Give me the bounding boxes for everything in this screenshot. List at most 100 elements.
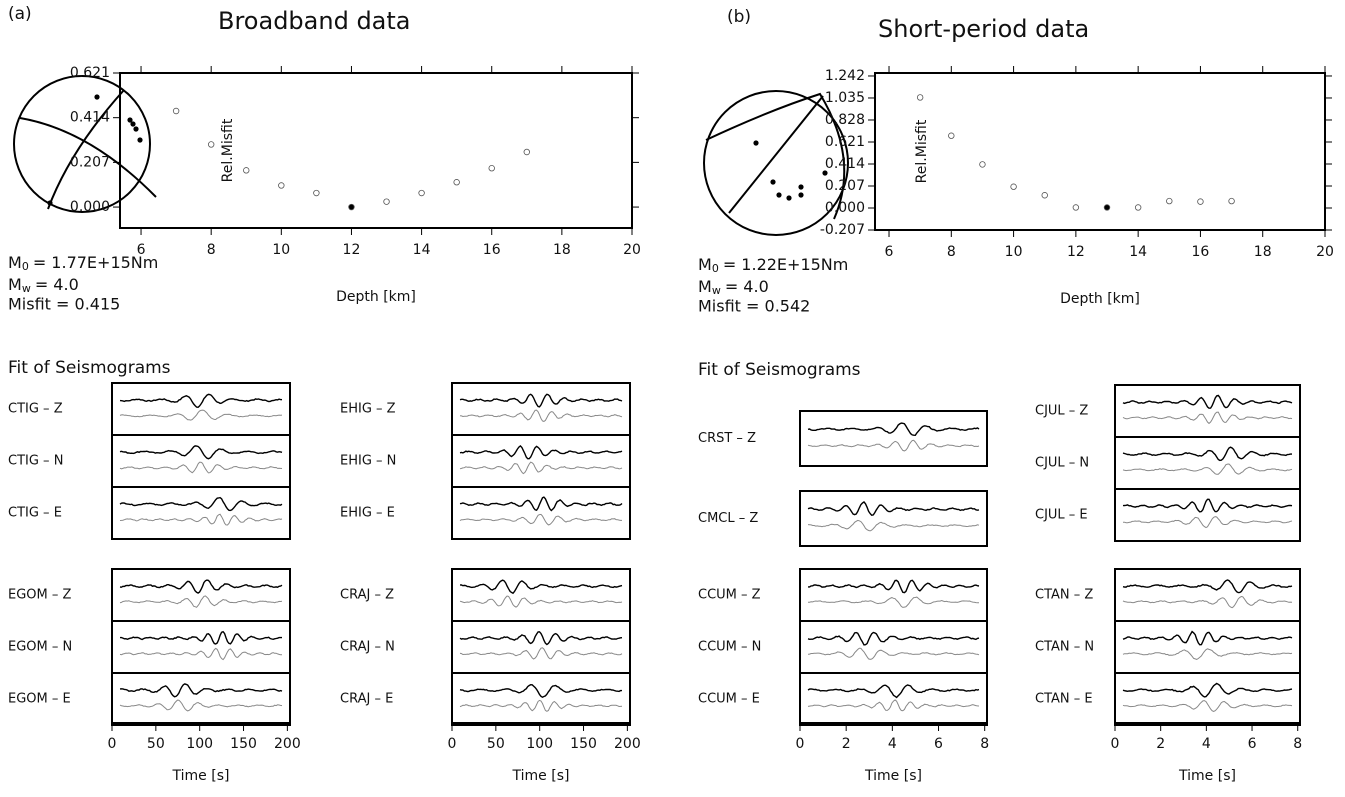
- observed-trace: [808, 579, 980, 594]
- station-label: CRAJ – Z: [340, 588, 394, 603]
- time-axis-label: Time [s]: [1178, 768, 1236, 784]
- observed-trace: [119, 683, 283, 698]
- x-tick-label: 10: [1005, 244, 1023, 260]
- observed-trace: [459, 496, 623, 512]
- synthetic-trace: [1122, 648, 1293, 660]
- point: [1103, 204, 1111, 211]
- time-axis-label: Time [s]: [172, 768, 230, 784]
- y-tick-label: 0.207: [70, 154, 110, 170]
- station-label: CTAN – Z: [1035, 588, 1093, 603]
- time-tick-label: 4: [888, 736, 897, 752]
- station-label: CRAJ – N: [340, 640, 395, 655]
- seismogram-box: [799, 490, 988, 547]
- time-tick-label: 6: [934, 736, 943, 752]
- seismogram-box: [111, 382, 291, 540]
- synthetic-trace: [119, 461, 283, 474]
- value: = 1.77E+15Nm: [33, 253, 159, 272]
- station-label: CTIG – N: [8, 454, 63, 469]
- y-axis-label: Rel.Misfit: [220, 118, 236, 182]
- x-axis-label: Depth [km]: [1060, 291, 1140, 307]
- point: [1041, 192, 1048, 199]
- observed-trace: [1122, 579, 1293, 594]
- time-tick-label: 200: [614, 736, 641, 752]
- mw-line: Mw = 4.0: [8, 275, 79, 296]
- moment-line: M0 = 1.77E+15Nm: [8, 253, 158, 274]
- x-tick-label: 8: [947, 244, 956, 260]
- time-axis-label: Time [s]: [864, 768, 922, 784]
- time-tick-label: 150: [570, 736, 597, 752]
- observed-trace: [459, 393, 623, 408]
- y-tick-label: -0.207: [820, 222, 865, 238]
- observed-trace: [807, 684, 980, 699]
- x-tick-label: 20: [623, 242, 641, 258]
- synthetic-trace: [1122, 595, 1293, 609]
- point: [418, 189, 425, 197]
- observed-trace: [459, 579, 623, 595]
- point: [1072, 204, 1080, 211]
- x-tick-label: 12: [343, 242, 361, 258]
- observed-trace: [807, 631, 980, 646]
- synthetic-trace: [1122, 700, 1293, 712]
- synthetic-trace: [459, 595, 623, 608]
- y-tick-label: 1.035: [825, 90, 865, 106]
- synthetic-trace: [119, 647, 283, 661]
- time-tick-label: 4: [1202, 736, 1211, 752]
- point: [948, 132, 955, 139]
- panel-label: (a): [8, 4, 32, 24]
- x-tick-label: 14: [1129, 244, 1147, 260]
- observed-trace: [1122, 498, 1293, 513]
- time-tick-label: 8: [980, 736, 989, 752]
- subscript: w: [22, 282, 31, 295]
- time-tick-label: 0: [1111, 736, 1120, 752]
- y-axis-label: Rel.Misfit: [914, 119, 930, 183]
- symbol: M: [698, 255, 712, 274]
- x-tick-label: 12: [1067, 244, 1085, 260]
- misfit: Misfit = 0.415: [8, 295, 120, 314]
- time-tick-label: 100: [186, 736, 213, 752]
- point: [523, 148, 530, 156]
- subscript: 0: [22, 260, 29, 273]
- point: [1166, 197, 1173, 205]
- synthetic-trace: [119, 595, 283, 608]
- seismogram-box: [111, 568, 291, 726]
- x-tick-label: 8: [207, 242, 216, 258]
- point: [207, 141, 215, 148]
- station-label: EGOM – N: [8, 640, 72, 655]
- observed-trace: [1122, 446, 1292, 462]
- x-tick-label: 18: [1254, 244, 1272, 260]
- time-tick-label: 0: [448, 736, 457, 752]
- synthetic-trace: [119, 513, 283, 526]
- x-tick-label: 6: [885, 244, 894, 260]
- x-tick-label: 6: [137, 242, 146, 258]
- y-tick-label: 0.414: [825, 156, 865, 172]
- y-tick-label: 0.000: [825, 200, 865, 216]
- station-label: CTAN – N: [1035, 640, 1094, 655]
- point: [172, 107, 180, 115]
- observed-trace: [119, 393, 283, 409]
- value: = 4.0: [35, 275, 79, 294]
- point: [383, 198, 390, 205]
- value: = 4.0: [725, 277, 769, 296]
- station-label: CTIG – E: [8, 506, 62, 521]
- point: [1010, 183, 1017, 190]
- y-tick-label: 0.621: [70, 65, 110, 81]
- observed-trace: [119, 496, 283, 512]
- symbol: M: [8, 253, 22, 272]
- observed-trace: [807, 422, 980, 437]
- panel-label: (b): [727, 7, 751, 27]
- synthetic-trace: [459, 647, 623, 660]
- time-tick-label: 2: [1156, 736, 1165, 752]
- observed-trace: [459, 683, 622, 698]
- station-label: EHIG – E: [340, 506, 395, 521]
- plot-frame: [119, 72, 633, 229]
- seismogram-box: [451, 382, 631, 540]
- observed-trace: [459, 444, 623, 460]
- point: [1134, 204, 1142, 211]
- y-tick-label: 1.242: [825, 68, 865, 84]
- time-tick-label: 100: [526, 736, 553, 752]
- station-label: CRAJ – E: [340, 692, 393, 707]
- value: = 1.22E+15Nm: [723, 255, 849, 274]
- point: [348, 203, 355, 211]
- time-tick-label: 50: [487, 736, 505, 752]
